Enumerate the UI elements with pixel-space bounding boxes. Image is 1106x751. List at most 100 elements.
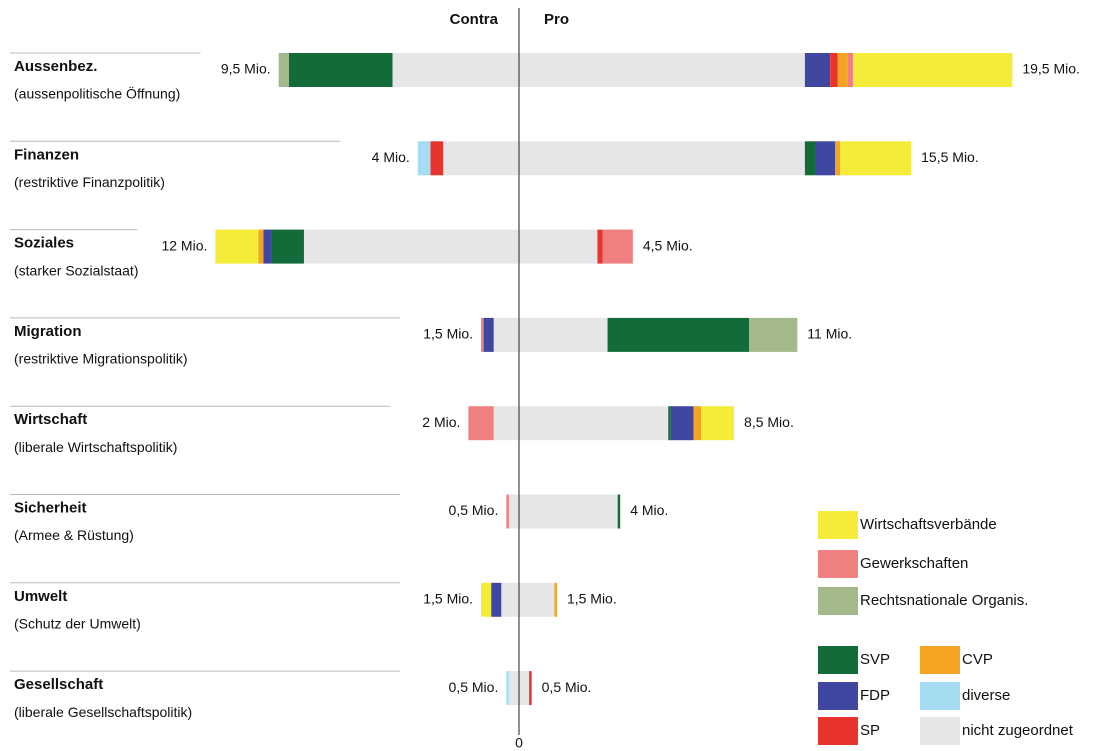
legend-swatch bbox=[818, 511, 858, 539]
bar-segment bbox=[508, 671, 519, 706]
legend-label: Wirtschaftsverbände bbox=[860, 516, 997, 533]
category-label: Gesellschaft bbox=[14, 676, 103, 693]
contra-total-label: 1,5 Mio. bbox=[423, 591, 473, 607]
category-subtitle: (Armee & Rüstung) bbox=[14, 527, 134, 543]
contra-total-label: 4 Mio. bbox=[372, 149, 410, 165]
legend-label: diverse bbox=[962, 687, 1010, 704]
pro-total-label: 4 Mio. bbox=[630, 502, 668, 518]
bar-segment bbox=[430, 141, 444, 176]
bar-segment bbox=[519, 317, 608, 352]
bar-segment bbox=[607, 317, 750, 352]
bar-segment bbox=[602, 229, 633, 264]
bar-segment bbox=[597, 229, 603, 264]
bar-segment bbox=[815, 141, 836, 176]
contra-total-label: 0,5 Mio. bbox=[449, 502, 499, 518]
bar-segment bbox=[617, 494, 621, 529]
category-subtitle: (aussenpolitische Öffnung) bbox=[14, 85, 180, 102]
bar-segment bbox=[288, 53, 393, 87]
legend-label: Rechtsnationale Organis. bbox=[860, 592, 1028, 609]
bar-segment bbox=[491, 582, 502, 617]
pro-total-label: 11 Mio. bbox=[807, 326, 852, 342]
header-pro: Pro bbox=[544, 11, 569, 28]
legend-swatch bbox=[818, 717, 858, 745]
pro-total-label: 15,5 Mio. bbox=[921, 149, 979, 165]
legend-swatch bbox=[818, 646, 858, 674]
bar-segment bbox=[519, 494, 618, 529]
bar-segment bbox=[417, 141, 431, 176]
bar-segment bbox=[804, 141, 816, 176]
bar-segment bbox=[519, 53, 805, 87]
category-subtitle: (liberale Wirtschaftspolitik) bbox=[14, 439, 177, 455]
bar-segment bbox=[701, 406, 735, 441]
bar-segment bbox=[749, 317, 798, 352]
bar-segment bbox=[468, 406, 494, 441]
bar-segment bbox=[215, 229, 259, 264]
legend-label: SP bbox=[860, 722, 880, 739]
bar-segment bbox=[271, 229, 304, 264]
category-subtitle: (starker Sozialstaat) bbox=[14, 262, 138, 278]
bar-segment bbox=[493, 406, 519, 441]
contra-total-label: 2 Mio. bbox=[422, 414, 460, 430]
category-label: Umwelt bbox=[14, 588, 67, 605]
legend-label: CVP bbox=[962, 651, 993, 668]
category-subtitle: (liberale Gesellschaftspolitik) bbox=[14, 704, 192, 720]
pro-total-label: 19,5 Mio. bbox=[1022, 61, 1080, 77]
bar-segment bbox=[493, 317, 519, 352]
bar-segment bbox=[668, 406, 671, 441]
category-label: Sicherheit bbox=[14, 499, 87, 516]
bar-segment bbox=[258, 229, 264, 264]
pro-total-label: 1,5 Mio. bbox=[567, 591, 617, 607]
bar-segment bbox=[508, 494, 519, 529]
bar-segment bbox=[481, 317, 484, 352]
bar-segment bbox=[519, 141, 805, 176]
bar-segment bbox=[303, 229, 519, 264]
header-contra: Contra bbox=[450, 11, 499, 28]
contra-total-label: 0,5 Mio. bbox=[449, 679, 499, 695]
category-subtitle: (restriktive Finanzpolitik) bbox=[14, 174, 165, 190]
legend-label: nicht zugeordnet bbox=[962, 722, 1074, 739]
bar-segment bbox=[693, 406, 702, 441]
legend-swatch bbox=[818, 587, 858, 615]
bar-segment bbox=[554, 582, 557, 617]
legend-swatch bbox=[818, 550, 858, 578]
bar-segment bbox=[481, 582, 492, 617]
legend-swatch bbox=[920, 646, 960, 674]
bar-segment bbox=[840, 141, 912, 176]
bar-segment bbox=[519, 406, 669, 441]
legend-label: FDP bbox=[860, 687, 890, 704]
bar-segment bbox=[529, 671, 532, 706]
bar-segment bbox=[506, 494, 509, 529]
pro-total-label: 4,5 Mio. bbox=[643, 237, 693, 253]
bar-segment bbox=[501, 582, 519, 617]
bar-segment bbox=[278, 53, 289, 87]
bar-segment bbox=[392, 53, 519, 87]
legend-label: SVP bbox=[860, 651, 890, 668]
category-label: Aussenbez. bbox=[14, 58, 97, 75]
contra-total-label: 1,5 Mio. bbox=[423, 326, 473, 342]
bar-segment bbox=[443, 141, 519, 176]
legend-swatch bbox=[818, 682, 858, 710]
category-label: Wirtschaft bbox=[14, 411, 87, 428]
legend-label: Gewerkschaften bbox=[860, 555, 968, 572]
bar-segment bbox=[847, 53, 853, 87]
bar-segment bbox=[830, 53, 838, 87]
pro-total-label: 0,5 Mio. bbox=[542, 679, 592, 695]
legend-swatch bbox=[920, 717, 960, 745]
bar-segment bbox=[263, 229, 272, 264]
bar-segment bbox=[506, 671, 509, 706]
category-label: Finanzen bbox=[14, 146, 79, 163]
bar-segment bbox=[852, 53, 1013, 87]
bar-segment bbox=[483, 317, 494, 352]
x-tick-label: 0 bbox=[515, 735, 523, 751]
bar-segment bbox=[519, 229, 598, 264]
bar-segment bbox=[519, 671, 530, 706]
bar-segment bbox=[519, 582, 555, 617]
bar-segment bbox=[837, 53, 848, 87]
bar-segment bbox=[804, 53, 831, 87]
bar-segment bbox=[835, 141, 841, 176]
category-label: Migration bbox=[14, 323, 82, 340]
category-subtitle: (Schutz der Umwelt) bbox=[14, 616, 141, 632]
contra-total-label: 9,5 Mio. bbox=[221, 61, 271, 77]
legend-swatch bbox=[920, 682, 960, 710]
bar-segment bbox=[670, 406, 694, 441]
